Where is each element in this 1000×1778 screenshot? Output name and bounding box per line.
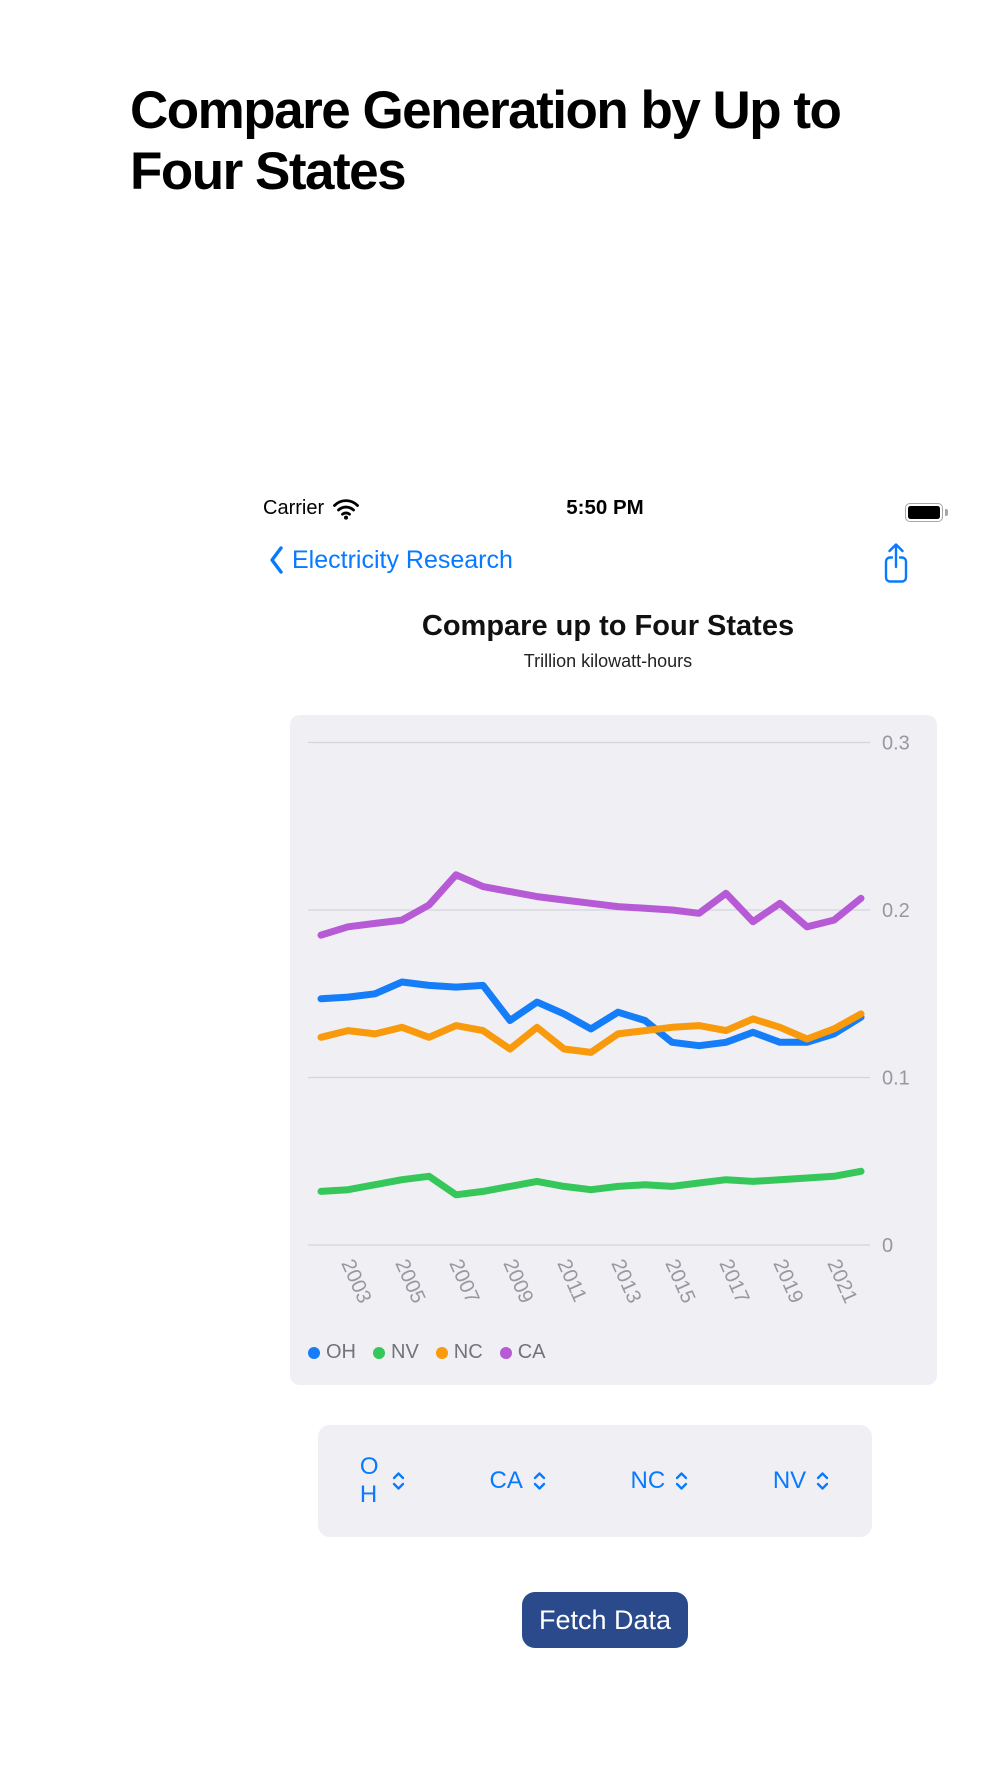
chart-title: Compare up to Four States	[421, 610, 795, 642]
chevron-left-icon	[270, 546, 283, 574]
state-picker-2-value: CA	[489, 1467, 523, 1494]
chart-legend: OH NV NC CA	[308, 1341, 545, 1364]
x-tick-label: 2009	[498, 1256, 538, 1307]
legend-dot-icon	[435, 1346, 448, 1359]
chart-plot: 0.3 0.2 0.1 0 2003 2005 2007 2009 2011 2013 2015 20…	[308, 733, 910, 1307]
x-tick-label: 2003	[336, 1256, 376, 1307]
fetch-data-button[interactable]: Fetch Data	[522, 1592, 688, 1648]
state-picker-3-value: NC	[630, 1467, 666, 1494]
chart-subtitle: Trillion kilowatt-hours	[523, 651, 693, 671]
chart-panel: 0.3 0.2 0.1 0 2003 2005 2007 2009 2011 2013 2015 20…	[290, 715, 937, 1385]
back-button[interactable]: Electricity Research	[268, 545, 513, 575]
legend-label: NC	[453, 1341, 483, 1363]
state-picker-4[interactable]: NV	[773, 1467, 830, 1495]
legend-label: OH	[326, 1341, 356, 1363]
y-tick-label: 0.3	[882, 733, 910, 755]
wifi-icon	[333, 499, 359, 520]
back-label: Electricity Research	[292, 545, 513, 574]
chevron-up-down-icon	[392, 1472, 404, 1490]
state-picker-2[interactable]: CA	[489, 1467, 546, 1495]
state-picker-row: OH CA NC NV	[318, 1425, 872, 1537]
status-time: 5:50 PM	[566, 496, 644, 519]
legend-dot-icon	[373, 1346, 385, 1359]
series-line-NV	[317, 1167, 865, 1199]
state-picker-3[interactable]: NC	[630, 1467, 689, 1495]
state-picker-1-value: OH	[359, 1453, 379, 1508]
legend-item-NV: NV	[373, 1341, 419, 1364]
x-tick-label: 2017	[714, 1256, 754, 1307]
series-line-CA	[317, 871, 865, 939]
legend-dot-icon	[308, 1346, 320, 1359]
x-tick-label: 2013	[606, 1256, 646, 1307]
legend-label: CA	[517, 1341, 546, 1363]
series-line-NC	[317, 1010, 865, 1056]
share-icon[interactable]	[880, 540, 912, 586]
x-tick-label: 2005	[390, 1256, 430, 1307]
y-tick-label: 0.2	[882, 900, 910, 922]
y-tick-label: 0	[882, 1235, 893, 1257]
chevron-up-down-icon	[817, 1472, 829, 1490]
x-tick-label: 2007	[444, 1256, 484, 1307]
legend-dot-icon	[499, 1346, 512, 1359]
legend-item-CA: CA	[499, 1341, 546, 1364]
x-tick-label: 2019	[768, 1256, 808, 1307]
chevron-up-down-icon	[676, 1472, 688, 1490]
x-tick-label: 2015	[660, 1256, 700, 1307]
page-title: Compare Generation by Up to Four States	[130, 81, 842, 202]
battery-icon	[905, 503, 948, 522]
x-tick-label: 2021	[822, 1256, 862, 1307]
state-picker-4-value: NV	[772, 1467, 807, 1494]
y-tick-label: 0.1	[882, 1068, 910, 1090]
legend-label: NV	[391, 1341, 419, 1363]
carrier-label: Carrier	[263, 497, 325, 519]
legend-item-OH: OH	[308, 1341, 356, 1364]
series-line-OH	[317, 978, 865, 1050]
x-tick-label: 2011	[552, 1256, 591, 1306]
legend-item-NC: NC	[435, 1341, 483, 1364]
chevron-up-down-icon	[533, 1472, 545, 1490]
state-picker-1[interactable]: OH	[360, 1453, 406, 1508]
